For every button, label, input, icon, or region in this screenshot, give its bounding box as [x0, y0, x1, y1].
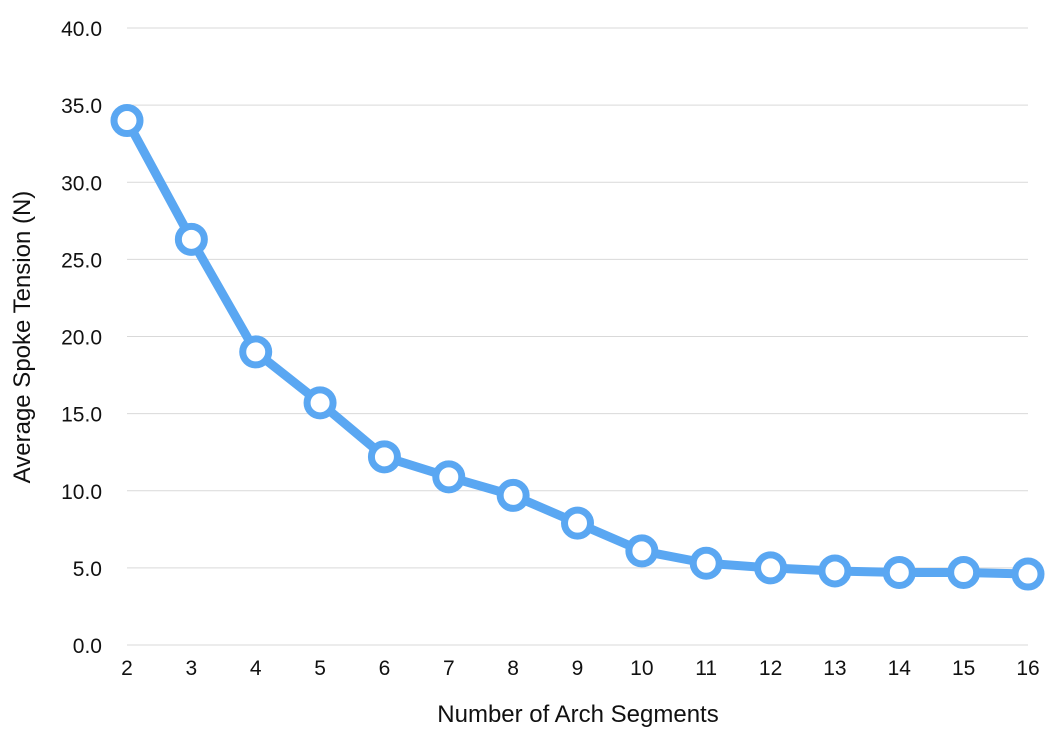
x-tick-label: 11 [695, 657, 717, 680]
x-tick-label: 5 [314, 657, 326, 680]
data-point [303, 386, 337, 420]
y-tick-label: 10.0 [61, 481, 102, 504]
x-axis-ticks: 2 3 4 5 6 7 8 9 10 11 12 13 14 15 16 [121, 657, 1040, 680]
data-point [754, 551, 788, 585]
y-tick-label: 0.0 [73, 635, 102, 658]
x-tick-label: 7 [443, 657, 455, 680]
x-tick-label: 13 [823, 657, 846, 680]
data-point [1011, 557, 1045, 591]
y-tick-label: 40.0 [61, 18, 102, 41]
x-tick-label: 14 [888, 657, 912, 680]
data-point [110, 104, 144, 138]
data-point [689, 546, 723, 580]
y-axis-ticks: 0.0 5.0 10.0 15.0 20.0 25.0 30.0 35.0 40.0 [61, 18, 102, 658]
x-tick-label: 15 [952, 657, 975, 680]
gridlines [127, 27, 1028, 646]
y-axis-title: Average Spoke Tension (N) [9, 191, 36, 484]
data-points [110, 104, 1045, 591]
y-tick-label: 15.0 [61, 404, 102, 427]
data-point [239, 335, 273, 369]
data-point [432, 460, 466, 494]
y-tick-label: 25.0 [61, 249, 102, 272]
y-tick-label: 35.0 [61, 95, 102, 118]
x-tick-label: 16 [1016, 657, 1039, 680]
y-tick-label: 20.0 [61, 327, 102, 350]
data-point [625, 534, 659, 568]
data-point [882, 556, 916, 590]
x-tick-label: 4 [250, 657, 262, 680]
data-point [818, 554, 852, 588]
x-axis-title: Number of Arch Segments [437, 701, 718, 728]
x-tick-label: 12 [759, 657, 782, 680]
data-point [947, 556, 981, 590]
data-point [561, 506, 594, 540]
y-tick-label: 30.0 [61, 172, 102, 195]
y-tick-label: 5.0 [73, 558, 102, 581]
data-point [174, 222, 208, 256]
x-tick-label: 2 [121, 657, 133, 680]
x-tick-label: 8 [507, 657, 519, 680]
data-point [496, 478, 530, 512]
x-tick-label: 6 [379, 657, 391, 680]
data-point [367, 440, 401, 474]
x-tick-label: 10 [630, 657, 653, 680]
x-tick-label: 9 [572, 657, 584, 680]
x-tick-label: 3 [186, 657, 198, 680]
